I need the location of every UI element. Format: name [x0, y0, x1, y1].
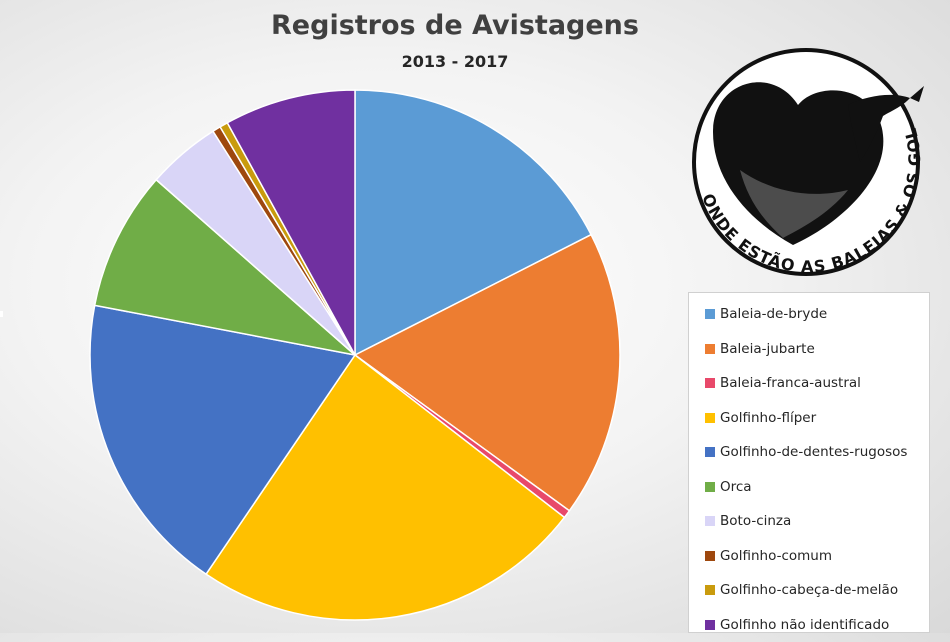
legend-item: Golfinho não identificado — [689, 608, 929, 642]
legend-swatch — [705, 413, 715, 423]
legend-label: Golfinho-de-dentes-rugosos — [720, 444, 907, 460]
legend-label: Orca — [720, 479, 752, 495]
legend-label: Baleia-de-bryde — [720, 306, 827, 322]
legend-swatch — [705, 620, 715, 630]
legend-item: Golfinho-comum — [689, 539, 929, 574]
legend-label: Baleia-jubarte — [720, 341, 815, 357]
legend-swatch — [705, 551, 715, 561]
legend-label: Golfinho-flíper — [720, 410, 816, 426]
legend-swatch — [705, 309, 715, 319]
legend-swatch — [705, 516, 715, 526]
pie-chart — [0, 0, 680, 633]
legend-label: Golfinho-cabeça-de-melão — [720, 582, 898, 598]
legend-label: Boto-cinza — [720, 513, 791, 529]
legend-item: Golfinho-cabeça-de-melão — [689, 573, 929, 608]
legend-item: Orca — [689, 470, 929, 505]
edge-mark — [0, 311, 3, 317]
legend-label: Golfinho-comum — [720, 548, 832, 564]
legend-swatch — [705, 344, 715, 354]
legend-item: Golfinho-flíper — [689, 401, 929, 436]
legend-item: Baleia-franca-austral — [689, 366, 929, 401]
legend-item: Baleia-de-bryde — [689, 297, 929, 332]
legend-label: Golfinho não identificado — [720, 617, 889, 633]
legend-swatch — [705, 585, 715, 595]
logo-whales-dolphins: ONDE ESTÃO AS BALEIAS & OS GOLFINHOS? — [678, 40, 948, 290]
legend-label: Baleia-franca-austral — [720, 375, 861, 391]
legend-item: Baleia-jubarte — [689, 332, 929, 367]
legend-item: Boto-cinza — [689, 504, 929, 539]
legend-swatch — [705, 447, 715, 457]
legend-item: Golfinho-de-dentes-rugosos — [689, 435, 929, 470]
legend-swatch — [705, 482, 715, 492]
legend-swatch — [705, 378, 715, 388]
chart-legend: Baleia-de-bryde Baleia-jubarte Baleia-fran… — [688, 292, 930, 633]
